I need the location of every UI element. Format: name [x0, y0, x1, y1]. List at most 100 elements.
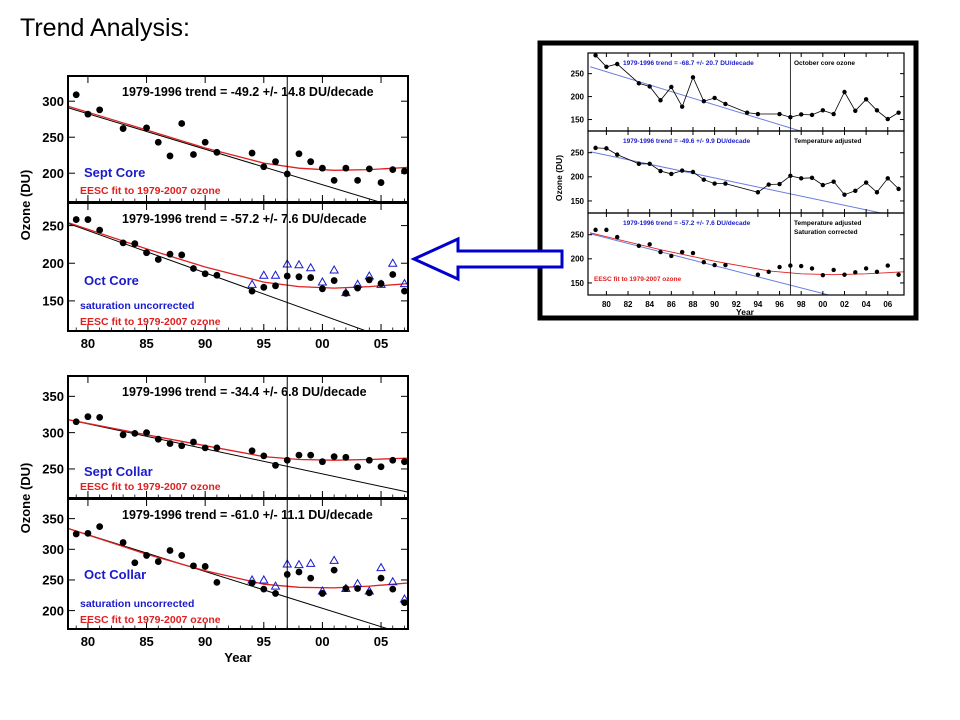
- saturation-corrected-triangle: [270, 270, 281, 279]
- x-tick-label: 82: [624, 300, 633, 309]
- data-connecting-line: [595, 55, 899, 120]
- inset-figure: 150 200 250 1979-1996 trend = -68.7 +/- 20.…: [537, 40, 919, 321]
- eesc-fit-curve: [590, 232, 904, 276]
- data-point: [154, 435, 162, 443]
- plot-frame: [587, 212, 905, 296]
- data-point: [604, 64, 609, 69]
- data-point: [820, 182, 826, 188]
- data-point: [389, 271, 397, 278]
- eesc-fit-curve: [68, 527, 408, 589]
- data-point: [213, 444, 221, 452]
- x-tick-label: 90: [710, 300, 719, 309]
- chart-panel-sept-core: 200 250 300 1979-1996 trend = -49.2 +/- 14.…: [42, 75, 409, 203]
- xlabel-bottom: Year: [224, 650, 251, 665]
- data-point: [272, 158, 279, 166]
- data-point: [723, 262, 728, 268]
- x-tick-label: 84: [645, 300, 654, 309]
- data-point: [842, 192, 847, 197]
- data-point: [604, 146, 609, 151]
- plot-area: [68, 523, 408, 629]
- data-point: [365, 276, 373, 284]
- data-point: [809, 112, 815, 118]
- y-tick-label: 200: [42, 166, 64, 181]
- data-point: [119, 239, 127, 247]
- y-tick-label: 150: [571, 279, 585, 288]
- data-point: [401, 458, 408, 466]
- data-point: [820, 108, 826, 113]
- x-tick-label: 94: [753, 300, 762, 309]
- data-point: [755, 190, 761, 195]
- inset-trend-label: 1979-1996 trend = -57.2 +/- 7.6 DU/decad…: [623, 220, 751, 227]
- data-point: [809, 175, 815, 180]
- x-tick-label: 00: [315, 336, 329, 351]
- data-point: [377, 280, 385, 287]
- data-point: [213, 148, 221, 156]
- region-label: Oct Collar: [84, 567, 146, 582]
- data-point: [342, 164, 350, 172]
- data-point: [190, 562, 197, 570]
- chart-panel-oct-collar: 200 250 300 350 80 85 90 95 00 05 1979-1996 trend …: [42, 498, 409, 649]
- chart-panel-inset-1: 150 200 250 1979-1996 trend = -49.6 +/- 9.9…: [571, 130, 905, 214]
- data-point: [272, 590, 279, 597]
- data-point: [777, 264, 782, 270]
- data-point: [712, 95, 717, 101]
- y-tick-label: 200: [571, 92, 585, 101]
- plot-area: [590, 53, 901, 131]
- data-point: [798, 112, 804, 117]
- saturation-corrected-triangle: [329, 265, 339, 274]
- data-point: [690, 250, 696, 256]
- ylabel-top: Ozone (DU): [18, 170, 33, 241]
- data-point: [154, 138, 162, 146]
- x-tick-label: 02: [840, 300, 849, 309]
- data-point: [647, 161, 652, 166]
- data-point: [636, 161, 642, 166]
- data-point: [723, 101, 728, 107]
- data-point: [863, 97, 869, 102]
- plot-frame: [67, 498, 409, 630]
- data-point: [330, 453, 338, 461]
- x-tick-label: 80: [81, 336, 95, 351]
- plot-frame: [67, 202, 409, 332]
- data-point: [248, 149, 256, 157]
- data-point: [896, 186, 901, 192]
- data-point: [615, 152, 620, 157]
- x-tick-label: 80: [81, 634, 95, 649]
- x-tick-label: 88: [689, 300, 698, 309]
- data-point: [377, 463, 385, 471]
- x-tick-label: 85: [139, 634, 153, 649]
- data-point: [401, 599, 408, 607]
- data-point: [166, 440, 174, 447]
- trend-line: [590, 151, 884, 213]
- saturation-corrected-triangle: [258, 574, 269, 584]
- data-point: [690, 169, 696, 175]
- data-point: [365, 165, 373, 173]
- arrow-icon: [410, 236, 564, 282]
- data-point: [874, 269, 880, 275]
- saturation-corrected-triangle: [399, 278, 408, 288]
- data-point: [701, 177, 706, 182]
- fit-label: EESC fit to 1979-2007 ozone: [80, 614, 221, 626]
- inset-trend-label: 1979-1996 trend = -68.7 +/- 20.7 DU/deca…: [623, 60, 754, 67]
- saturation-label: saturation uncorrected: [80, 300, 194, 312]
- data-point: [131, 559, 139, 567]
- inset-ylabel: Ozone (DU): [554, 155, 564, 201]
- x-tick-label: 05: [374, 336, 388, 351]
- data-point: [166, 547, 174, 554]
- saturation-corrected-triangle: [387, 576, 398, 586]
- region-label: Oct Core: [84, 273, 139, 288]
- data-point: [809, 266, 815, 271]
- data-point: [354, 177, 361, 184]
- y-tick-label: 150: [571, 197, 585, 206]
- x-tick-label: 98: [797, 300, 806, 309]
- data-point: [354, 463, 361, 471]
- data-point: [863, 180, 869, 185]
- data-point: [798, 263, 804, 269]
- saturation-corrected-triangle: [270, 581, 281, 590]
- inset-trend-label: 1979-1996 trend = -49.6 +/- 9.9 DU/decad…: [623, 138, 751, 145]
- data-point: [272, 461, 279, 469]
- data-point: [766, 269, 771, 275]
- data-point: [330, 177, 338, 184]
- inset-fit-label: EESC fit to 1979-2007 ozone: [594, 276, 681, 283]
- data-point: [119, 431, 127, 439]
- data-point: [154, 256, 162, 263]
